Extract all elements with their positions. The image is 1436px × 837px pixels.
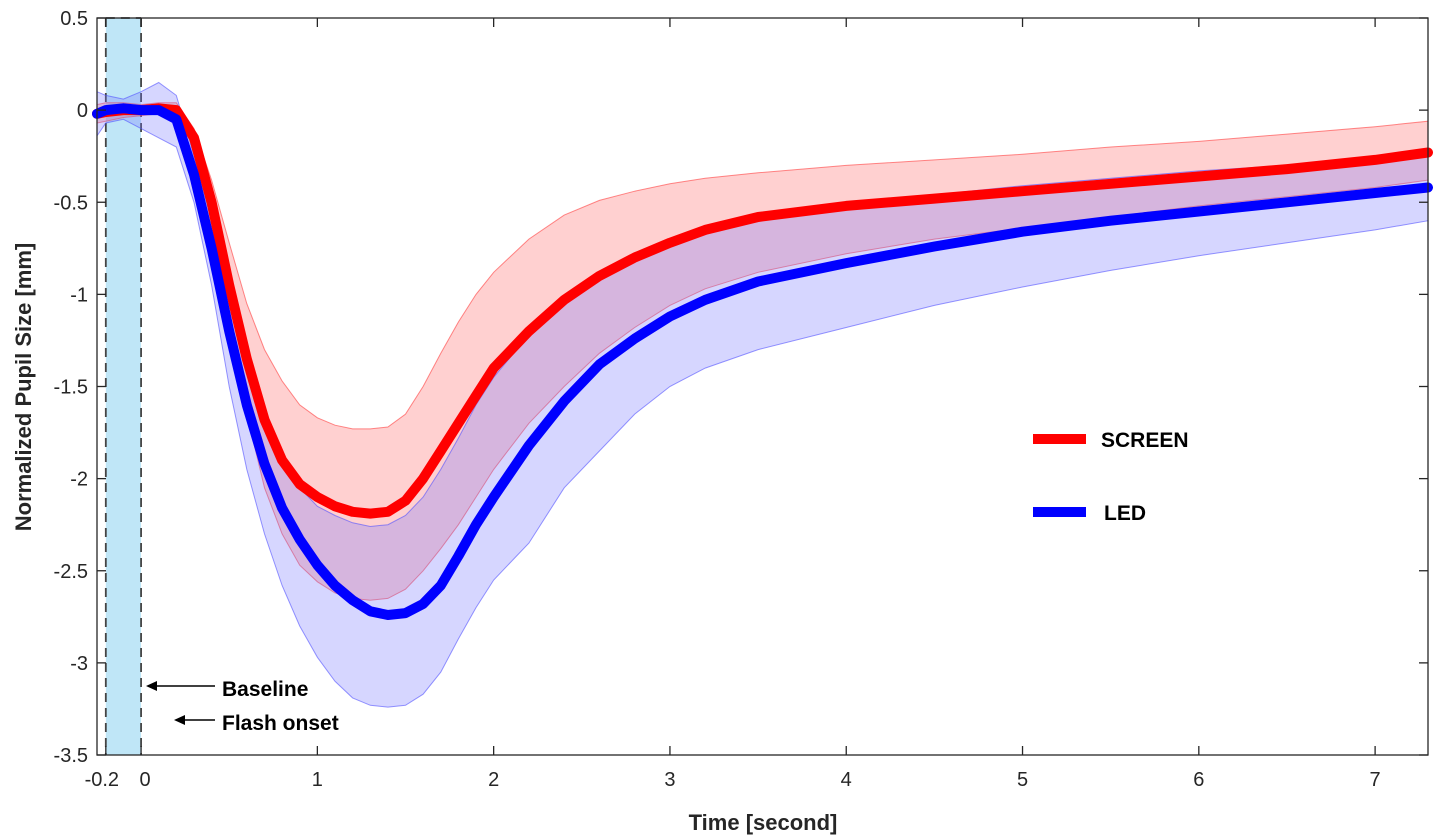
x-tick-label: 3 [664,769,675,791]
baseline-window-layer [104,17,142,755]
y-tick-label: -0.5 [54,192,88,214]
x-tick-label: 6 [1193,769,1204,791]
y-tick-label: 0 [77,100,88,122]
y-tick-label: 0.5 [60,8,88,30]
x-tick-label: 1 [312,769,323,791]
x-tick-label: 7 [1370,769,1381,791]
baseline-window [105,18,142,755]
legend: SCREEN LED [1033,429,1189,525]
y-tick-label: -1 [70,284,88,306]
y-axis-ticks: 0.5 0 -0.5 -1 -1.5 -2 -2.5 -3 -3.5 [54,8,1428,767]
x-tick-label: 0 [140,769,151,791]
mean-line-screen [92,103,1433,519]
baseline-annotation: Baseline [222,678,308,701]
legend-label-led: LED [1104,502,1146,525]
y-tick-label: -2.5 [54,561,88,583]
flash-onset-arrowhead [174,715,185,725]
y-axis-title: Normalized Pupil Size [mm] [11,243,36,532]
mean-line-led [92,103,1433,620]
baseline-arrowhead [146,681,157,691]
x-axis-ticks: -0.2 0 1 2 3 4 5 6 7 [85,18,1381,791]
annotations: Baseline Flash onset [146,678,339,735]
x-tick-label: 2 [488,769,499,791]
x-tick-label: 4 [841,769,852,791]
y-tick-label: -3.5 [54,745,88,767]
x-tick-label: -0.2 [85,769,119,791]
legend-label-screen: SCREEN [1101,429,1189,452]
y-tick-label: -3 [70,653,88,675]
y-tick-label: -2 [70,469,88,491]
mean-lines-layer [92,103,1433,620]
x-axis-title: Time [second] [689,810,838,835]
x-tick-label: 5 [1017,769,1028,791]
flash-onset-annotation: Flash onset [222,712,339,735]
y-tick-label: -1.5 [54,377,88,399]
